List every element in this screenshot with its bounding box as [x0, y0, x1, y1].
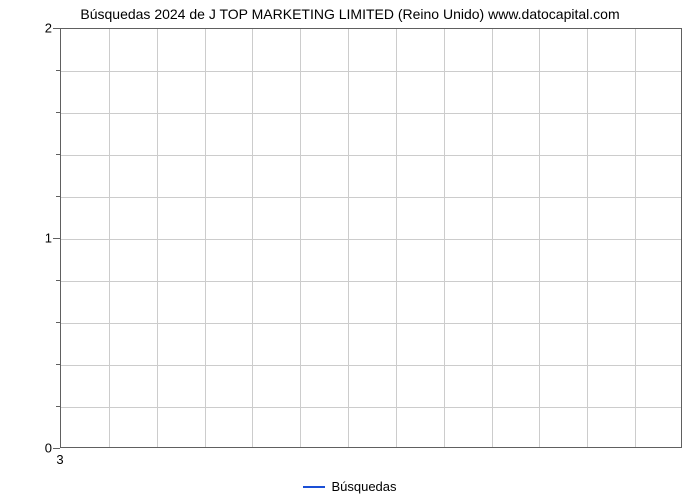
grid-line-v: [539, 29, 540, 447]
y-minor-tick-mark: [56, 406, 60, 407]
grid-line-v: [396, 29, 397, 447]
grid-line-v: [635, 29, 636, 447]
plot-area: [60, 28, 682, 448]
grid-line-v: [492, 29, 493, 447]
grid-line-v: [109, 29, 110, 447]
grid-line-v: [587, 29, 588, 447]
y-minor-tick-mark: [56, 112, 60, 113]
x-tick-label: 3: [56, 452, 63, 467]
y-minor-tick-mark: [56, 154, 60, 155]
y-tick-mark: [53, 28, 60, 29]
y-tick-label: 0: [32, 441, 52, 456]
y-minor-tick-mark: [56, 364, 60, 365]
legend-label: Búsquedas: [331, 479, 396, 494]
grid-line-v: [444, 29, 445, 447]
grid-line-v: [205, 29, 206, 447]
y-tick-mark: [53, 238, 60, 239]
grid-line-v: [157, 29, 158, 447]
y-minor-tick-mark: [56, 196, 60, 197]
y-minor-tick-mark: [56, 280, 60, 281]
legend-line: [303, 486, 325, 488]
y-tick-label: 1: [32, 231, 52, 246]
legend: Búsquedas: [0, 478, 700, 494]
grid-line-v: [300, 29, 301, 447]
y-minor-tick-mark: [56, 322, 60, 323]
y-tick-label: 2: [32, 21, 52, 36]
grid-line-v: [252, 29, 253, 447]
y-tick-mark: [53, 448, 60, 449]
y-minor-tick-mark: [56, 70, 60, 71]
grid-line-v: [348, 29, 349, 447]
chart-container: Búsquedas 2024 de J TOP MARKETING LIMITE…: [0, 0, 700, 500]
chart-title: Búsquedas 2024 de J TOP MARKETING LIMITE…: [0, 6, 700, 22]
